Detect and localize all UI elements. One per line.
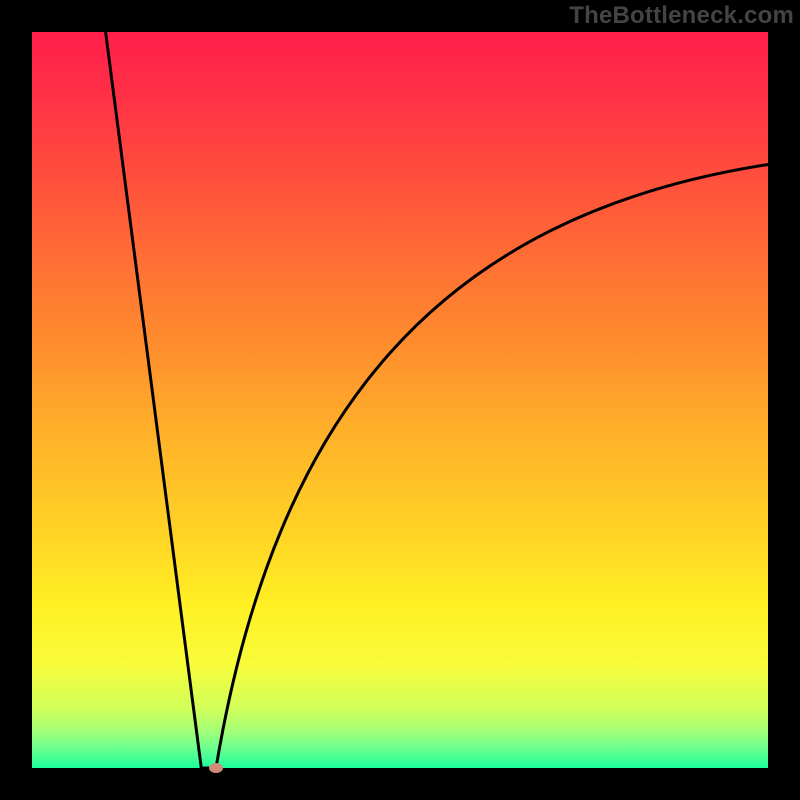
gradient-background [32,32,768,768]
watermark-text: TheBottleneck.com [569,0,800,30]
bottleneck-chart [0,0,800,800]
optimal-point-marker [209,763,223,773]
